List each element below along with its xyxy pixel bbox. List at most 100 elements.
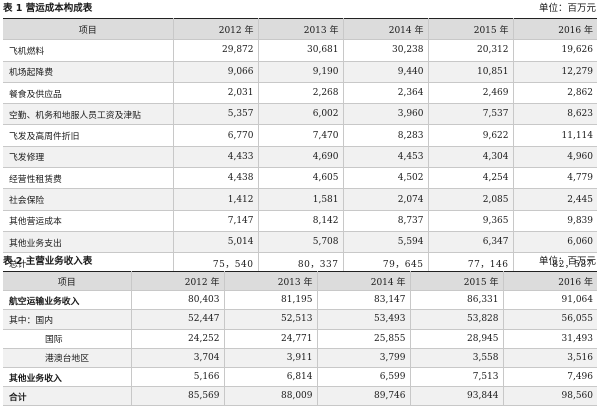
table-cell: 10,851 (428, 61, 514, 83)
table-row: 社会保险 1,412 1,581 2,074 2,085 2,445 (3, 188, 597, 211)
table-cell: 24,771 (224, 329, 318, 349)
table-cell: 2,445 (513, 188, 597, 211)
table-cell: 30,681 (258, 39, 344, 62)
column-header: 2015 年 (428, 18, 514, 41)
table-row: 飞机燃料 29,872 30,681 30,238 20,312 19,626 (3, 39, 597, 62)
table-row: 其他业务支出 5,014 5,708 5,594 6,347 6,060 (3, 231, 597, 254)
table-row: 国际 24,252 24,771 25,855 28,945 31,493 (3, 329, 597, 349)
table2-caption: 表 2 主营业务收入表 (3, 256, 93, 267)
row-label: 合计 (3, 386, 132, 407)
table-cell: 2,862 (513, 82, 597, 105)
table-cell: 4,502 (343, 167, 429, 190)
table-cell: 7,537 (428, 103, 514, 126)
column-header: 2013 年 (258, 18, 344, 41)
table-cell: 53,828 (410, 309, 504, 330)
table-cell: 8,142 (258, 210, 344, 232)
table-cell: 9,066 (173, 61, 259, 83)
table-row: 飞发及高周件折旧 6,770 7,470 8,283 9,622 11,114 (3, 124, 597, 147)
table-cell: 7,513 (410, 367, 504, 388)
table-cell: 8,283 (343, 124, 429, 147)
main-revenue-table: 项目 2012 年 2013 年 2014 年 2015 年 2016 年 航空… (3, 271, 597, 407)
row-label: 飞机燃料 (3, 39, 174, 62)
table-row: 空勤、机务和地服人员工资及津贴 5,357 6,002 3,960 7,537 8,623 (3, 103, 597, 126)
column-header: 2012 年 (131, 271, 225, 292)
table-row: 港澳台地区 3,704 3,911 3,799 3,558 3,516 (3, 348, 597, 368)
table-cell: 2,085 (428, 188, 514, 211)
row-label: 其中：国内 (3, 309, 132, 330)
row-label: 航空运输业务收入 (3, 290, 132, 311)
row-label: 其他营运成本 (3, 210, 174, 232)
table-cell: 53,493 (317, 309, 411, 330)
row-label: 飞发修理 (3, 146, 174, 169)
table-cell: 5,357 (173, 103, 259, 126)
row-label: 其他业务收入 (3, 367, 132, 388)
column-header: 项目 (3, 18, 174, 41)
table2-unit: 单位：百万元 (538, 256, 596, 267)
column-header: 2012 年 (173, 18, 259, 41)
table-cell: 6,599 (317, 367, 411, 388)
column-header: 2015 年 (410, 271, 504, 292)
table-cell: 4,960 (513, 146, 597, 169)
table-cell: 11,114 (513, 124, 597, 147)
table-cell: 98,560 (503, 386, 597, 407)
table-row: 机场起降费 9,066 9,190 9,440 10,851 12,279 (3, 61, 597, 83)
table-cell: 6,770 (173, 124, 259, 147)
table-cell: 2,469 (428, 82, 514, 105)
table-cell: 9,440 (343, 61, 429, 83)
table-cell: 4,779 (513, 167, 597, 190)
row-label: 经营性租赁费 (3, 167, 174, 190)
table-cell: 20,312 (428, 39, 514, 62)
table-cell: 3,516 (503, 348, 597, 368)
table-cell: 7,470 (258, 124, 344, 147)
table-cell: 85,569 (131, 386, 225, 407)
row-label: 餐食及供应品 (3, 82, 174, 105)
table-cell: 4,254 (428, 167, 514, 190)
table-cell: 28,945 (410, 329, 504, 349)
table-header-row: 项目 2012 年 2013 年 2014 年 2015 年 2016 年 (3, 271, 597, 292)
table-cell: 9,622 (428, 124, 514, 147)
table-cell: 6,002 (258, 103, 344, 126)
table-cell: 88,009 (224, 386, 318, 407)
row-label: 社会保险 (3, 188, 174, 211)
table-cell: 2,031 (173, 82, 259, 105)
column-header: 项目 (3, 271, 132, 292)
table-cell: 7,147 (173, 210, 259, 232)
table-row: 飞发修理 4,433 4,690 4,453 4,304 4,960 (3, 146, 597, 169)
table-cell: 9,190 (258, 61, 344, 83)
table-cell: 81,195 (224, 290, 318, 311)
table-row: 其他业务收入 5,166 6,814 6,599 7,513 7,496 (3, 367, 597, 388)
table-cell: 3,558 (410, 348, 504, 368)
table-cell: 4,438 (173, 167, 259, 190)
table-cell: 5,708 (258, 231, 344, 254)
table-cell: 4,453 (343, 146, 429, 169)
table-cell: 25,855 (317, 329, 411, 349)
table-row: 其中：国内 52,447 52,513 53,493 53,828 56,055 (3, 309, 597, 330)
table-cell: 29,872 (173, 39, 259, 62)
table-cell: 3,960 (343, 103, 429, 126)
table-cell: 52,447 (131, 309, 225, 330)
table-cell: 8,737 (343, 210, 429, 232)
row-label: 其他业务支出 (3, 231, 174, 254)
table1-caption: 表 1 营运成本构成表 (3, 3, 93, 14)
table-cell: 6,347 (428, 231, 514, 254)
table-cell: 86,331 (410, 290, 504, 311)
table-cell: 2,074 (343, 188, 429, 211)
table-cell: 93,844 (410, 386, 504, 407)
table-cell: 89,746 (317, 386, 411, 407)
row-label: 飞发及高周件折旧 (3, 124, 174, 147)
table-row: 经营性租赁费 4,438 4,605 4,502 4,254 4,779 (3, 167, 597, 190)
table-cell: 24,252 (131, 329, 225, 349)
table-cell: 5,594 (343, 231, 429, 254)
table-cell: 4,690 (258, 146, 344, 169)
table-cell: 5,166 (131, 367, 225, 388)
table-cell: 19,626 (513, 39, 597, 62)
table-cell: 30,238 (343, 39, 429, 62)
column-header: 2013 年 (224, 271, 318, 292)
table-cell: 4,433 (173, 146, 259, 169)
table1-unit: 单位：百万元 (538, 3, 596, 14)
table-cell: 56,055 (503, 309, 597, 330)
table-cell: 4,304 (428, 146, 514, 169)
table-cell: 2,268 (258, 82, 344, 105)
column-header: 2016 年 (503, 271, 597, 292)
row-label: 空勤、机务和地服人员工资及津贴 (3, 103, 174, 126)
